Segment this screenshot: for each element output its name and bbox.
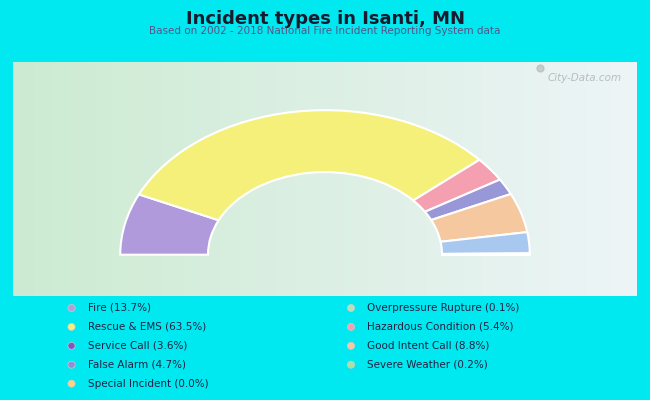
Text: Fire (13.7%): Fire (13.7%) [88,303,151,313]
Wedge shape [120,194,218,255]
Text: Severe Weather (0.2%): Severe Weather (0.2%) [367,360,488,370]
Text: Incident types in Isanti, MN: Incident types in Isanti, MN [185,10,465,28]
Text: False Alarm (4.7%): False Alarm (4.7%) [88,360,186,370]
Text: Overpressure Rupture (0.1%): Overpressure Rupture (0.1%) [367,303,519,313]
Wedge shape [441,232,530,254]
Wedge shape [442,253,530,254]
Text: Hazardous Condition (5.4%): Hazardous Condition (5.4%) [367,322,514,332]
Wedge shape [413,160,500,212]
Text: Special Incident (0.0%): Special Incident (0.0%) [88,379,209,389]
Wedge shape [139,110,480,220]
Wedge shape [425,180,511,220]
Wedge shape [431,194,527,242]
Text: Good Intent Call (8.8%): Good Intent Call (8.8%) [367,341,489,351]
Text: Rescue & EMS (63.5%): Rescue & EMS (63.5%) [88,322,206,332]
Text: City-Data.com: City-Data.com [547,73,621,83]
Text: Service Call (3.6%): Service Call (3.6%) [88,341,187,351]
Text: Based on 2002 - 2018 National Fire Incident Reporting System data: Based on 2002 - 2018 National Fire Incid… [150,26,500,36]
Wedge shape [442,254,530,255]
